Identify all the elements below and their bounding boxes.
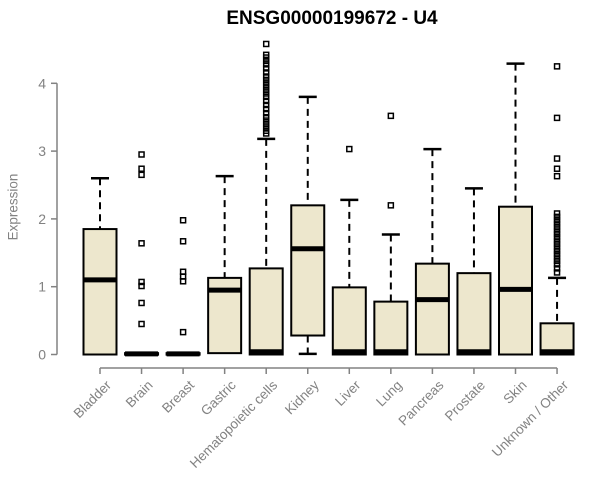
outlier-point [553, 257, 561, 265]
x-category-label: Unknown / Other [489, 377, 572, 460]
outlier-point [262, 130, 270, 137]
outlier-point [387, 112, 395, 120]
x-category-label: Liver [332, 377, 364, 409]
outlier-point [262, 117, 270, 124]
outlier-point [138, 299, 145, 307]
outlier-point [138, 278, 145, 286]
boxplot-group-skin: Skin [498, 62, 533, 407]
y-tick-label: 0 [38, 347, 46, 363]
outlier-point [262, 83, 270, 90]
outlier-point [262, 40, 270, 48]
chart-title: ENSG00000199672 - U4 [226, 8, 438, 29]
outlier-point [387, 202, 395, 209]
x-category-label: Lung [373, 378, 405, 410]
box-rect [414, 262, 450, 356]
boxplot-group-pancreas: Pancreas [396, 147, 450, 428]
outlier-point [138, 165, 145, 172]
outlier-point [553, 250, 561, 258]
outlier-point [553, 165, 561, 172]
outlier-point [138, 282, 145, 290]
outlier-point [553, 254, 561, 261]
outlier-point [138, 320, 145, 328]
outlier-point [553, 155, 561, 162]
outlier-point [179, 217, 187, 224]
boxplot-group-kidney: Kidney [282, 95, 326, 417]
y-tick-label: 1 [38, 279, 46, 295]
outlier-point [262, 69, 270, 76]
x-category-label: Bladder [71, 377, 115, 421]
outlier-point [262, 54, 270, 61]
outlier-point [179, 238, 187, 245]
outlier-point [262, 57, 270, 65]
outlier-point [553, 237, 561, 244]
outlier-point [262, 90, 270, 97]
y-tick-label: 3 [38, 143, 46, 159]
x-category-label: Kidney [282, 377, 322, 417]
outlier-point [138, 151, 145, 158]
outlier-point [553, 261, 561, 268]
boxplot-group-gastric: Gastric [198, 174, 243, 418]
box-rect [456, 272, 492, 356]
outlier-point [553, 217, 561, 224]
x-category-label: Skin [500, 378, 529, 407]
box-rect [331, 286, 367, 356]
x-category-label: Breast [159, 377, 197, 415]
outlier-point [262, 61, 270, 68]
outlier-point [553, 63, 561, 70]
box-rect [290, 204, 326, 337]
y-tick-label: 4 [38, 75, 46, 91]
outlier-point [553, 220, 561, 227]
box-rect [498, 205, 533, 356]
outlier-point [553, 269, 561, 276]
outlier-point [179, 328, 187, 336]
outlier-point [553, 227, 561, 234]
outlier-point [553, 233, 561, 241]
outlier-point [262, 93, 270, 101]
boxplot-group-bladder: Bladder [71, 176, 118, 421]
boxplot-group-brain: Brain [123, 151, 160, 411]
boxplot-group-breast: Breast [159, 217, 201, 416]
outlier-point [138, 171, 145, 179]
outlier-point [262, 86, 270, 94]
x-category-label: Prostate [442, 378, 488, 424]
outlier-point [262, 101, 270, 109]
outlier-point [262, 76, 270, 84]
outlier-point [262, 124, 270, 131]
outlier-point [553, 210, 561, 217]
outlier-point [553, 240, 561, 248]
outlier-point [553, 213, 561, 221]
y-tick-label: 2 [38, 211, 46, 227]
x-category-label: Brain [123, 378, 156, 411]
outlier-point [262, 120, 270, 128]
outlier-point [262, 65, 270, 72]
outlier-point [262, 105, 270, 113]
outlier-point [553, 247, 561, 255]
box-rect [82, 228, 118, 356]
outlier-point [553, 244, 561, 251]
outlier-point [553, 265, 561, 272]
outlier-point [262, 97, 270, 105]
outlier-point [262, 73, 270, 80]
outlier-point [553, 223, 561, 231]
outlier-point [346, 145, 353, 153]
outlier-point [262, 80, 270, 87]
outlier-point [553, 114, 561, 122]
box-rect [248, 267, 284, 356]
outlier-point [553, 172, 561, 180]
outlier-point [262, 113, 270, 121]
outlier-point [262, 109, 270, 117]
boxplot-group-lung: Lung [373, 112, 409, 410]
boxplot-group-liver: Liver [331, 145, 367, 409]
outlier-point [138, 240, 145, 247]
x-category-label: Pancreas [396, 377, 447, 428]
outlier-point [179, 278, 187, 285]
outlier-point [553, 230, 561, 238]
box-rect [373, 300, 409, 356]
x-category-label: Gastric [198, 377, 239, 418]
